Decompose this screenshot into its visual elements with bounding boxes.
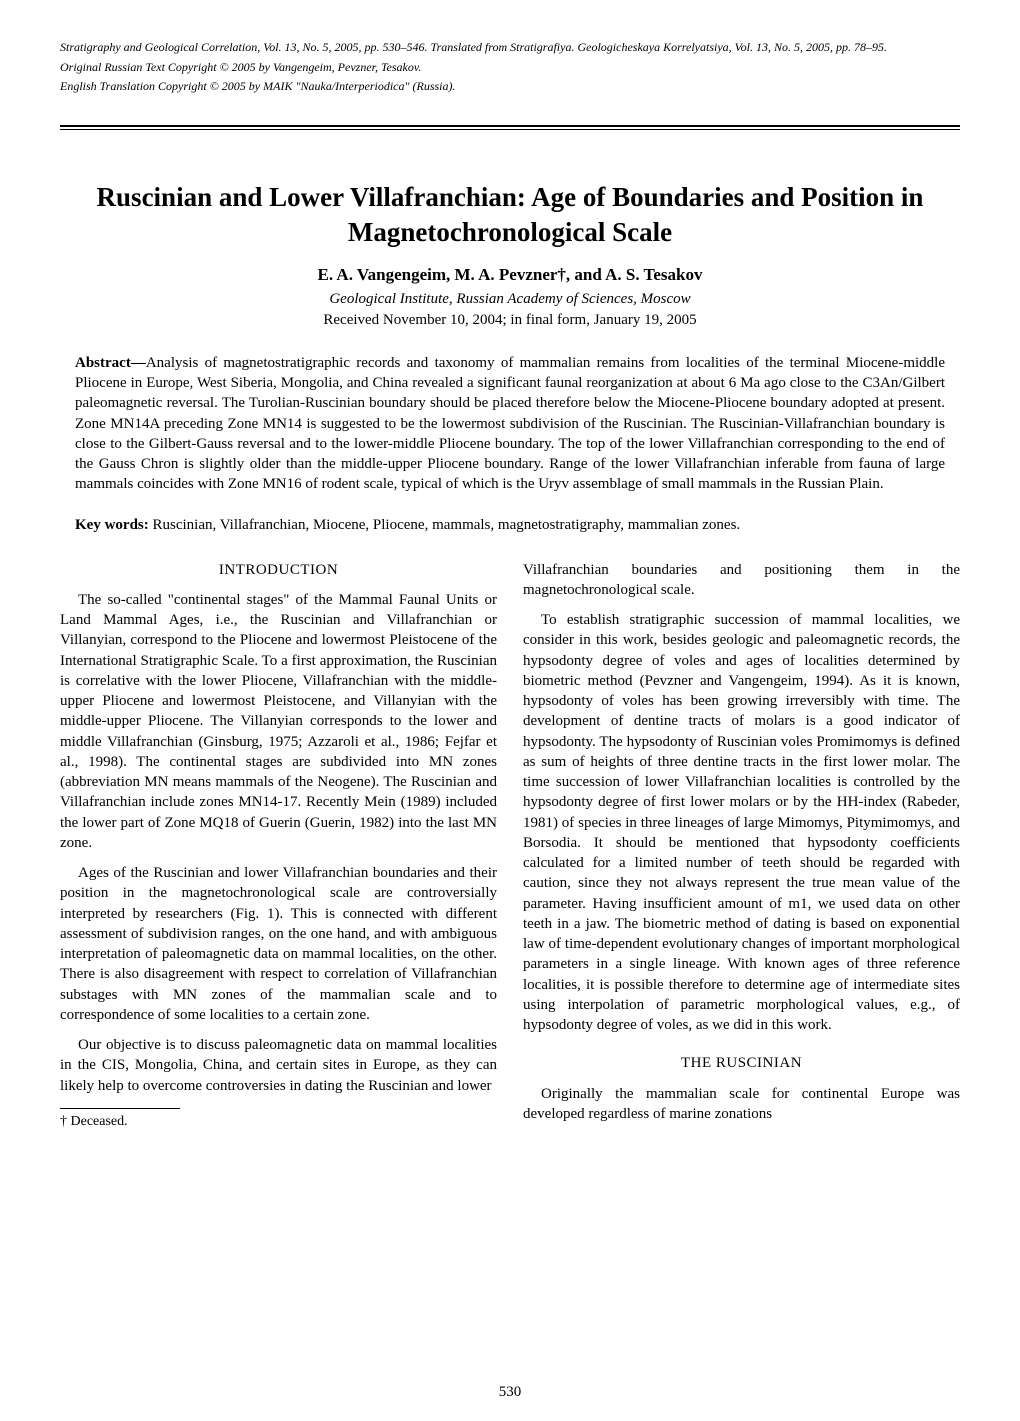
introduction-heading: INTRODUCTION [60,560,497,580]
citation-line-3: English Translation Copyright © 2005 by … [60,79,960,95]
keywords: Key words: Ruscinian, Villafranchian, Mi… [75,517,945,534]
right-column: Villafranchian boundaries and positionin… [523,560,960,1135]
body-paragraph: Originally the mammalian scale for conti… [523,1084,960,1125]
authors: E. A. Vangengeim, M. A. Pevzner†, and A.… [60,265,960,285]
header-divider [60,125,960,130]
body-paragraph: The so-called "continental stages" of th… [60,590,497,853]
abstract-text: Analysis of magnetostratigraphic records… [75,355,945,493]
body-paragraph: Villafranchian boundaries and positionin… [523,560,960,601]
keywords-label: Key words: [75,517,149,533]
affiliation: Geological Institute, Russian Academy of… [60,291,960,308]
body-paragraph: Ages of the Ruscinian and lower Villafra… [60,863,497,1025]
citation-line-1: Stratigraphy and Geological Correlation,… [60,40,960,56]
header-citation: Stratigraphy and Geological Correlation,… [60,40,960,95]
body-paragraph: Our objective is to discuss paleomagneti… [60,1035,497,1096]
body-paragraph: To establish stratigraphic succession of… [523,610,960,1035]
ruscinian-heading: THE RUSCINIAN [523,1053,960,1073]
keywords-text: Ruscinian, Villafranchian, Miocene, Plio… [149,517,740,533]
abstract-label: Abstract— [75,355,146,371]
page-number: 530 [499,1384,522,1401]
article-title: Ruscinian and Lower Villafranchian: Age … [60,180,960,250]
footnote: † Deceased. [60,1113,497,1132]
footnote-divider [60,1108,180,1109]
left-column: INTRODUCTION The so-called "continental … [60,560,497,1135]
received-date: Received November 10, 2004; in final for… [60,312,960,329]
body-columns: INTRODUCTION The so-called "continental … [60,560,960,1135]
abstract: Abstract—Analysis of magnetostratigraphi… [75,353,945,495]
citation-line-2: Original Russian Text Copyright © 2005 b… [60,60,960,76]
